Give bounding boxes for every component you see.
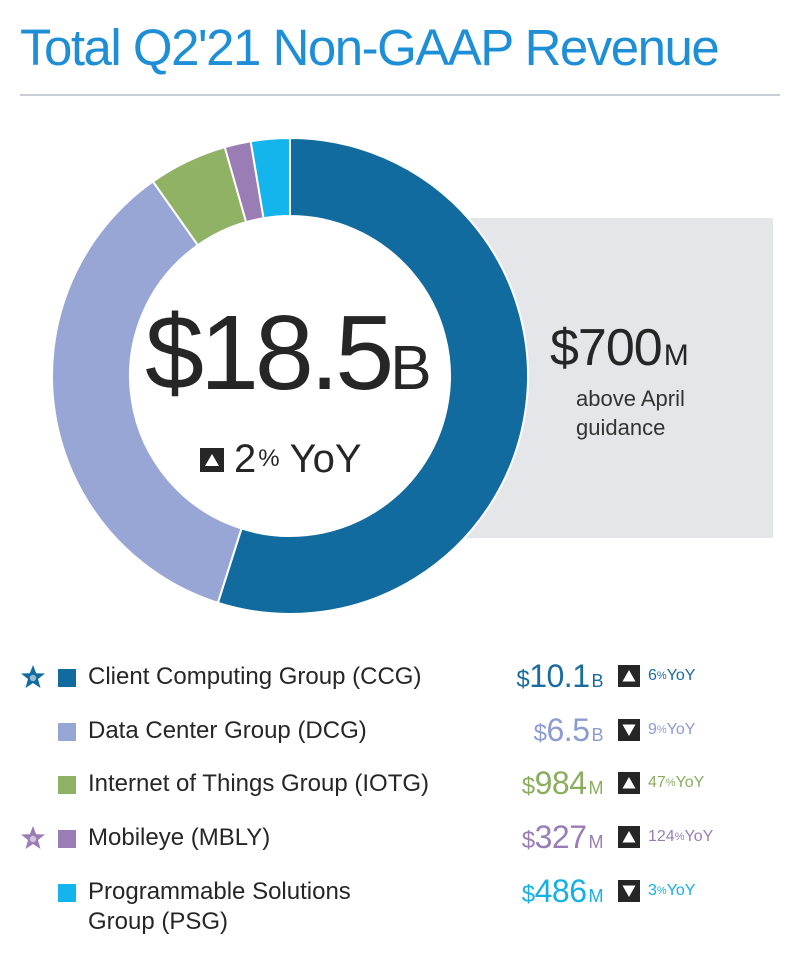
total-yoy-value: 2 <box>234 437 257 481</box>
segment-revenue: $486 M <box>521 873 604 910</box>
segment-revenue: $10.1 B <box>516 658 603 695</box>
segment-yoy-label: YoY <box>675 774 705 791</box>
segment-yoy-pct: % <box>656 670 667 682</box>
legend-row: Internet of Things Group (IOTG) $984 M 47% … <box>0 765 800 807</box>
segment-yoy: 6% YoY <box>618 665 695 687</box>
total-yoy: 2% YoY <box>200 437 362 482</box>
page-title: Total Q2'21 Non-GAAP Revenue <box>20 19 720 76</box>
title-divider <box>20 94 780 96</box>
segment-yoy: 124% YoY <box>618 826 713 848</box>
segment-revenue: $6.5 B <box>533 712 604 749</box>
segment-yoy-pct: % <box>665 777 676 789</box>
legend-label: Internet of Things Group (IOTG) <box>88 770 430 797</box>
total-revenue-value: $18.5 <box>145 294 394 412</box>
legend-row: Data Center Group (DCG) $6.5 B 9% YoY <box>0 712 800 754</box>
segment-yoy-pct: % <box>674 831 685 843</box>
legend-swatch <box>58 830 76 848</box>
legend-row: Programmable Solutions Group (PSG) $486 M 3%… <box>0 873 800 935</box>
segment-yoy-value: 124 <box>648 828 675 845</box>
segment-revenue: $984 M <box>521 765 604 802</box>
total-revenue-unit: B <box>390 334 432 403</box>
segment-revenue-currency: $ <box>516 666 530 693</box>
down-arrow-icon <box>618 880 640 902</box>
segment-revenue-unit: M <box>588 886 604 906</box>
legend-label: Programmable Solutions Group (PSG) <box>88 877 351 937</box>
segment-revenue: $327 M <box>521 819 604 856</box>
segment-revenue-currency: $ <box>521 827 535 854</box>
segment-revenue-value: 6.5 <box>546 712 590 748</box>
guidance-text: above April guidance <box>576 386 685 440</box>
segment-yoy-label: YoY <box>666 721 696 738</box>
segment-revenue-value: 486 <box>534 873 587 909</box>
segment-yoy: 3% YoY <box>618 880 695 902</box>
segment-yoy-pct: % <box>656 724 667 736</box>
segment-revenue-unit: M <box>588 778 604 798</box>
segment-yoy-pct: % <box>656 885 667 897</box>
segment-yoy-value: 3 <box>648 882 657 899</box>
total-yoy-pct: % <box>258 445 280 472</box>
segment-yoy: 47% YoY <box>618 772 704 794</box>
star-icon <box>20 664 46 695</box>
segment-yoy-label: YoY <box>666 667 696 684</box>
segment-yoy-value: 47 <box>648 774 666 791</box>
legend-swatch <box>58 884 76 902</box>
legend-label: Mobileye (MBLY) <box>88 824 271 851</box>
guidance-amount: $700 <box>550 319 663 377</box>
up-arrow-icon <box>618 826 640 848</box>
segment-revenue-unit: B <box>591 671 603 691</box>
legend-row: Mobileye (MBLY) $327 M 124% YoY <box>0 819 800 861</box>
up-arrow-icon <box>200 447 224 472</box>
segment-revenue-currency: $ <box>521 773 535 800</box>
guidance-value: $700M <box>550 318 689 378</box>
total-revenue: $18.5B <box>145 300 432 406</box>
legend-label-line2: Group (PSG) <box>88 908 229 935</box>
legend-label: Data Center Group (DCG) <box>88 717 367 744</box>
segment-yoy: 9% YoY <box>618 719 695 741</box>
up-arrow-icon <box>618 665 640 687</box>
guidance-unit: M <box>663 339 689 372</box>
segment-yoy-value: 9 <box>648 721 657 738</box>
segment-revenue-value: 327 <box>534 819 587 855</box>
legend-label-line1: Programmable Solutions <box>88 878 351 905</box>
legend-swatch <box>58 776 76 794</box>
up-arrow-icon <box>618 772 640 794</box>
legend-row: Client Computing Group (CCG) $10.1 B 6% YoY <box>0 658 800 700</box>
legend-label: Client Computing Group (CCG) <box>88 663 422 690</box>
segment-yoy-label: YoY <box>684 828 714 845</box>
segment-revenue-unit: B <box>591 725 603 745</box>
down-arrow-icon <box>618 719 640 741</box>
segment-yoy-value: 6 <box>648 667 657 684</box>
star-icon <box>20 825 46 856</box>
segment-revenue-value: 10.1 <box>529 658 590 694</box>
segment-revenue-currency: $ <box>521 881 535 908</box>
segment-revenue-unit: M <box>588 832 604 852</box>
segment-revenue-value: 984 <box>534 765 587 801</box>
segment-yoy-label: YoY <box>666 882 696 899</box>
legend-swatch <box>58 669 76 687</box>
legend-swatch <box>58 723 76 741</box>
segment-revenue-currency: $ <box>533 720 547 747</box>
total-yoy-label: YoY <box>289 437 362 481</box>
